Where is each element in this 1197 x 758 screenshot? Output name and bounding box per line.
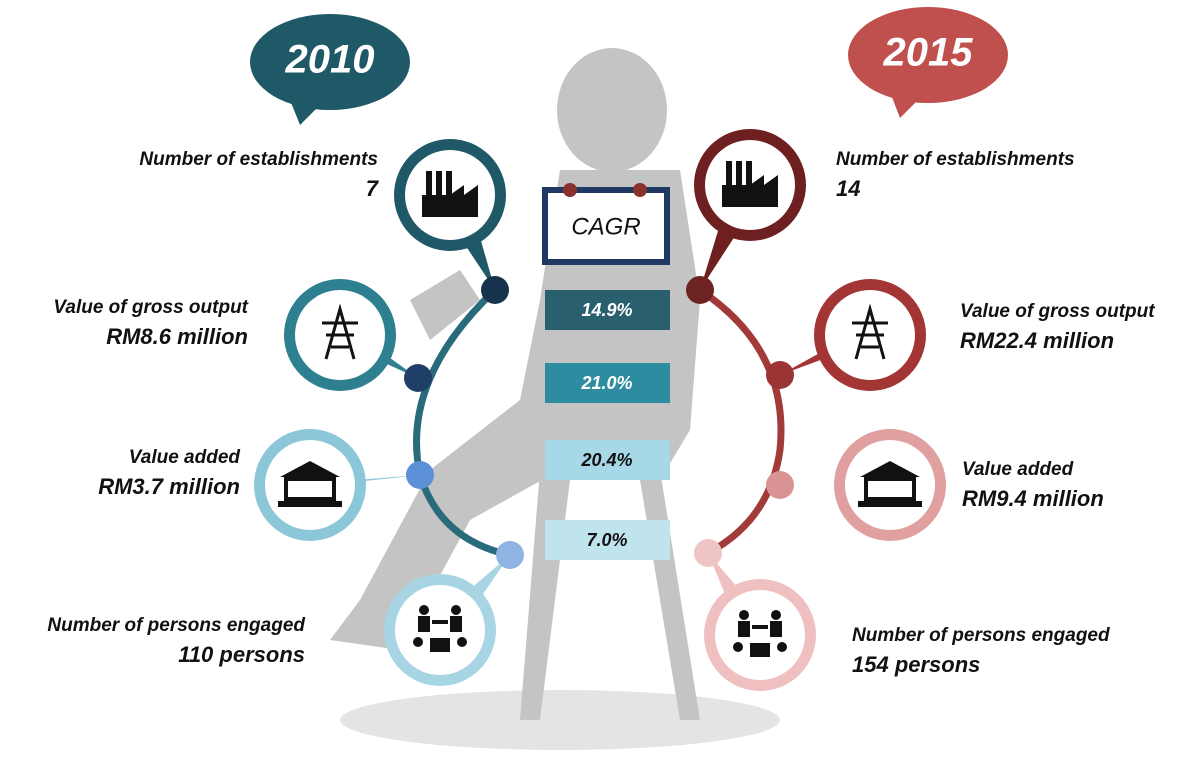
icon-part xyxy=(284,477,336,501)
item-label: Value added xyxy=(962,459,1074,480)
icon-part xyxy=(860,461,920,477)
icon-part xyxy=(738,621,750,637)
icon xyxy=(858,461,922,507)
icon-part xyxy=(771,610,781,620)
dot xyxy=(481,276,509,304)
rate-value: 7.0% xyxy=(586,530,627,550)
year-left: 2010 xyxy=(285,38,375,82)
cagr-box xyxy=(542,187,670,265)
item-value: RM22.4 million xyxy=(960,328,1114,353)
item-label: Value of gross output xyxy=(53,297,248,318)
cagr-title: CAGR xyxy=(571,213,640,240)
icon-part xyxy=(736,161,742,185)
year-bubble-right xyxy=(848,7,1008,118)
pin xyxy=(633,183,647,197)
rate-value: 20.4% xyxy=(580,450,632,470)
icon-part xyxy=(733,642,743,652)
year-right: 2015 xyxy=(883,31,974,75)
icon-face xyxy=(845,440,935,530)
icon-part xyxy=(419,605,429,615)
icon-part xyxy=(770,621,782,637)
icon xyxy=(422,171,478,217)
icon-part xyxy=(752,625,768,629)
item-label: Number of establishments xyxy=(836,149,1075,170)
item-value: 154 persons xyxy=(852,652,980,677)
item-value: 14 xyxy=(836,176,860,201)
dot xyxy=(694,539,722,567)
icon-face xyxy=(395,585,485,675)
icon-part xyxy=(418,616,430,632)
icon xyxy=(278,461,342,507)
item-value: RM8.6 million xyxy=(106,324,248,349)
item-value: RM3.7 million xyxy=(98,474,240,499)
icon xyxy=(413,605,467,652)
icon-part xyxy=(864,477,916,501)
rate-bar xyxy=(545,290,670,330)
item-label: Number of persons engaged xyxy=(852,625,1110,646)
icon-part xyxy=(750,643,770,657)
icon-part xyxy=(750,175,778,185)
icon-part xyxy=(858,501,922,507)
icon-part xyxy=(322,303,358,360)
item-label: Value added xyxy=(129,447,241,468)
icon xyxy=(733,610,787,657)
rate-bar xyxy=(545,440,670,480)
icon-part xyxy=(278,501,342,507)
item-value: 7 xyxy=(366,176,380,201)
dot xyxy=(406,461,434,489)
icon-face xyxy=(265,440,355,530)
dot xyxy=(686,276,714,304)
item-label: Number of establishments xyxy=(139,149,378,170)
rate-bar xyxy=(545,363,670,403)
dot xyxy=(766,471,794,499)
icon-part xyxy=(446,171,452,195)
dot xyxy=(766,361,794,389)
rate-value: 21.0% xyxy=(580,373,632,393)
icon-part xyxy=(450,616,462,632)
item-label: Number of persons engaged xyxy=(47,615,305,636)
icon-part xyxy=(426,171,432,195)
icon-part xyxy=(432,620,448,624)
icon xyxy=(852,303,888,360)
icon xyxy=(322,303,358,360)
year-bubble-left xyxy=(250,14,410,125)
icon xyxy=(722,161,778,207)
icon-part xyxy=(436,171,442,195)
icon-part xyxy=(852,303,888,360)
rate-bar xyxy=(545,520,670,560)
icon-part xyxy=(746,161,752,185)
icon-part xyxy=(777,642,787,652)
icon-part xyxy=(722,185,778,207)
dot xyxy=(404,364,432,392)
icon-part xyxy=(739,610,749,620)
icon-part xyxy=(280,461,340,477)
item-value: RM9.4 million xyxy=(962,486,1104,511)
icon-face xyxy=(715,590,805,680)
icon-part xyxy=(457,637,467,647)
item-value: 110 persons xyxy=(178,642,305,667)
icon-part xyxy=(430,638,450,652)
icon-part xyxy=(450,185,478,195)
icon-part xyxy=(726,161,732,185)
icon-part xyxy=(413,637,423,647)
icon-part xyxy=(451,605,461,615)
dot xyxy=(496,541,524,569)
item-label: Value of gross output xyxy=(960,301,1155,322)
arc-right xyxy=(698,287,785,557)
rate-value: 14.9% xyxy=(581,300,632,320)
pin xyxy=(563,183,577,197)
icon-part xyxy=(422,195,478,217)
